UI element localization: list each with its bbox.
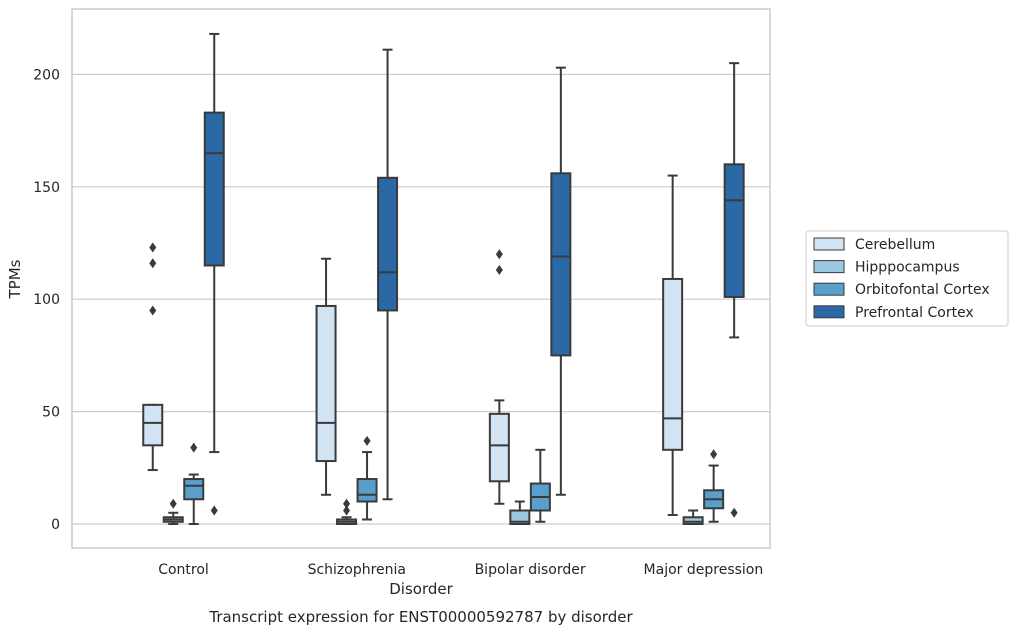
box-iqr bbox=[203, 111, 225, 267]
chart-caption: Transcript expression for ENST0000059278… bbox=[208, 608, 633, 626]
box-0-3 bbox=[662, 174, 684, 517]
x-tick-label: Major depression bbox=[644, 562, 764, 578]
box-2-2 bbox=[529, 448, 551, 523]
outlier-point bbox=[495, 264, 503, 275]
x-axis-label: Disorder bbox=[389, 580, 453, 598]
box-iqr bbox=[682, 516, 704, 525]
box-iqr bbox=[488, 412, 510, 483]
y-axis-label: TPMs bbox=[6, 259, 24, 299]
box-1-3 bbox=[682, 509, 704, 525]
legend-label: Orbitofontal Cortex bbox=[855, 282, 990, 298]
legend-swatch bbox=[813, 237, 845, 251]
legend-swatch bbox=[813, 282, 845, 296]
x-tick-label: Control bbox=[158, 562, 209, 578]
box-3-2 bbox=[550, 66, 572, 496]
outlier-point bbox=[730, 507, 738, 518]
legend-frame bbox=[805, 230, 1009, 327]
box-3-0 bbox=[203, 32, 225, 516]
plot-area bbox=[71, 8, 771, 549]
box-iqr bbox=[509, 509, 531, 525]
x-tick-label: Schizophrenia bbox=[308, 562, 406, 578]
box-2-1 bbox=[356, 435, 378, 521]
box-0-0 bbox=[142, 242, 164, 472]
grid-lines bbox=[72, 73, 770, 525]
legend: Cerebellum Hipppocampus Orbitofontal Corte… bbox=[805, 230, 1009, 327]
box-1-2 bbox=[509, 500, 531, 525]
box-iqr bbox=[723, 163, 745, 298]
y-axis-ticks: 0 50 100 150 200 bbox=[33, 67, 60, 533]
legend-swatch bbox=[813, 260, 845, 274]
outlier-point bbox=[169, 498, 177, 509]
outlier-point bbox=[149, 258, 157, 269]
legend-label: Prefrontal Cortex bbox=[855, 305, 974, 321]
outlier-point bbox=[149, 305, 157, 316]
outlier-point bbox=[363, 435, 371, 446]
legend-swatch bbox=[813, 305, 845, 319]
box-iqr bbox=[662, 277, 684, 451]
y-tick-label: 100 bbox=[33, 292, 60, 308]
outlier-point bbox=[495, 249, 503, 260]
legend-label: Cerebellum bbox=[855, 237, 935, 253]
box-1-1 bbox=[336, 498, 358, 526]
outlier-point bbox=[210, 505, 218, 516]
legend-label: Hipppocampus bbox=[855, 260, 960, 276]
box-iqr bbox=[377, 176, 399, 312]
y-tick-label: 150 bbox=[33, 180, 60, 196]
outlier-point bbox=[343, 505, 351, 516]
box-iqr bbox=[183, 478, 205, 501]
box-iqr bbox=[550, 172, 572, 357]
box-0-1 bbox=[315, 257, 337, 496]
box-1-0 bbox=[162, 498, 184, 525]
outlier-point bbox=[343, 498, 351, 509]
box-2-0 bbox=[183, 442, 205, 525]
box-3-3 bbox=[723, 62, 745, 518]
x-tick-label: Bipolar disorder bbox=[475, 562, 586, 578]
box-groups bbox=[142, 32, 745, 526]
x-axis-ticks: Control Schizophrenia Bipolar disorder Majo… bbox=[158, 562, 763, 578]
outlier-point bbox=[190, 442, 198, 453]
y-tick-label: 50 bbox=[42, 405, 60, 421]
box-3-1 bbox=[377, 48, 399, 501]
outlier-point bbox=[710, 449, 718, 460]
y-tick-label: 200 bbox=[33, 67, 60, 83]
box-2-3 bbox=[703, 449, 725, 523]
box-iqr bbox=[356, 478, 378, 503]
box-iqr bbox=[142, 403, 164, 447]
y-tick-label: 0 bbox=[51, 517, 60, 533]
box-0-2 bbox=[488, 249, 510, 505]
box-iqr bbox=[315, 304, 337, 463]
outlier-point bbox=[149, 242, 157, 253]
